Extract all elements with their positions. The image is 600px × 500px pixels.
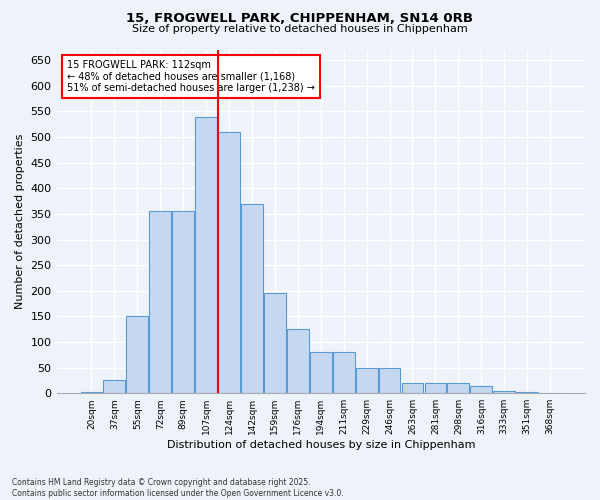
Bar	[379, 368, 400, 393]
Bar	[264, 294, 286, 393]
Text: 15 FROGWELL PARK: 112sqm
← 48% of detached houses are smaller (1,168)
51% of sem: 15 FROGWELL PARK: 112sqm ← 48% of detach…	[67, 60, 315, 94]
Bar	[241, 204, 263, 393]
X-axis label: Distribution of detached houses by size in Chippenham: Distribution of detached houses by size …	[167, 440, 475, 450]
Bar	[195, 116, 217, 393]
Bar	[103, 380, 125, 393]
Bar	[287, 329, 309, 393]
Bar	[516, 392, 538, 393]
Bar	[448, 383, 469, 393]
Text: Contains HM Land Registry data © Crown copyright and database right 2025.
Contai: Contains HM Land Registry data © Crown c…	[12, 478, 344, 498]
Bar	[470, 386, 492, 393]
Bar	[149, 212, 171, 393]
Bar	[425, 383, 446, 393]
Bar	[172, 212, 194, 393]
Bar	[80, 392, 103, 393]
Bar	[493, 390, 515, 393]
Bar	[401, 383, 424, 393]
Y-axis label: Number of detached properties: Number of detached properties	[15, 134, 25, 310]
Bar	[356, 368, 377, 393]
Text: Size of property relative to detached houses in Chippenham: Size of property relative to detached ho…	[132, 24, 468, 34]
Text: 15, FROGWELL PARK, CHIPPENHAM, SN14 0RB: 15, FROGWELL PARK, CHIPPENHAM, SN14 0RB	[127, 12, 473, 26]
Bar	[310, 352, 332, 393]
Bar	[333, 352, 355, 393]
Bar	[127, 316, 148, 393]
Bar	[218, 132, 240, 393]
